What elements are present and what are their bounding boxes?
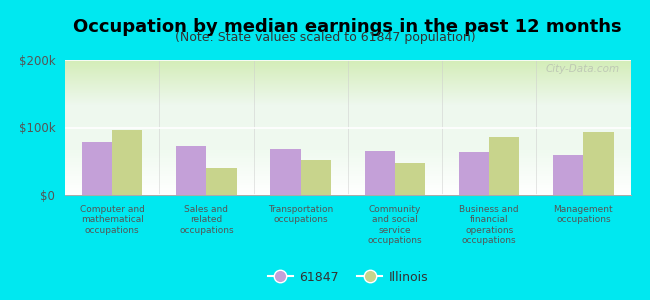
Legend: 61847, Illinois: 61847, Illinois (261, 265, 434, 290)
Bar (584, 132, 614, 195)
Bar (395, 163, 425, 195)
Bar (300, 160, 331, 195)
Title: Occupation by median earnings in the past 12 months: Occupation by median earnings in the pas… (73, 18, 622, 36)
Bar (489, 137, 519, 195)
Bar (365, 151, 395, 195)
Text: City-Data.com: City-Data.com (545, 64, 619, 74)
Bar (270, 149, 300, 195)
Bar (459, 152, 489, 195)
Bar (82, 142, 112, 195)
Text: (Note: State values scaled to 61847 population): (Note: State values scaled to 61847 popu… (175, 32, 475, 44)
Bar (553, 154, 584, 195)
Bar (112, 130, 142, 195)
Bar (207, 168, 237, 195)
Bar (176, 146, 206, 195)
